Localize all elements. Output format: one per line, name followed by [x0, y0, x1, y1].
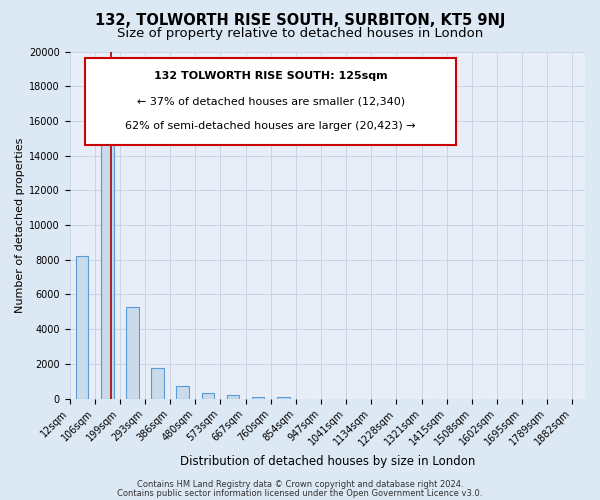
Text: 132 TOLWORTH RISE SOUTH: 125sqm: 132 TOLWORTH RISE SOUTH: 125sqm — [154, 72, 388, 82]
Text: 132, TOLWORTH RISE SOUTH, SURBITON, KT5 9NJ: 132, TOLWORTH RISE SOUTH, SURBITON, KT5 … — [95, 12, 505, 28]
Bar — [151, 368, 164, 398]
Text: Contains public sector information licensed under the Open Government Licence v3: Contains public sector information licen… — [118, 488, 482, 498]
Y-axis label: Number of detached properties: Number of detached properties — [15, 138, 25, 312]
Text: Size of property relative to detached houses in London: Size of property relative to detached ho… — [117, 28, 483, 40]
X-axis label: Distribution of detached houses by size in London: Distribution of detached houses by size … — [179, 454, 475, 468]
Bar — [202, 394, 214, 398]
FancyBboxPatch shape — [85, 58, 456, 145]
Bar — [76, 256, 88, 398]
Bar — [101, 110, 113, 399]
Bar — [176, 386, 189, 398]
Text: 62% of semi-detached houses are larger (20,423) →: 62% of semi-detached houses are larger (… — [125, 121, 416, 131]
Text: ← 37% of detached houses are smaller (12,340): ← 37% of detached houses are smaller (12… — [137, 97, 404, 107]
Text: Contains HM Land Registry data © Crown copyright and database right 2024.: Contains HM Land Registry data © Crown c… — [137, 480, 463, 489]
Bar — [126, 306, 139, 398]
Bar — [227, 395, 239, 398]
Bar — [277, 397, 290, 398]
Bar — [252, 397, 265, 398]
